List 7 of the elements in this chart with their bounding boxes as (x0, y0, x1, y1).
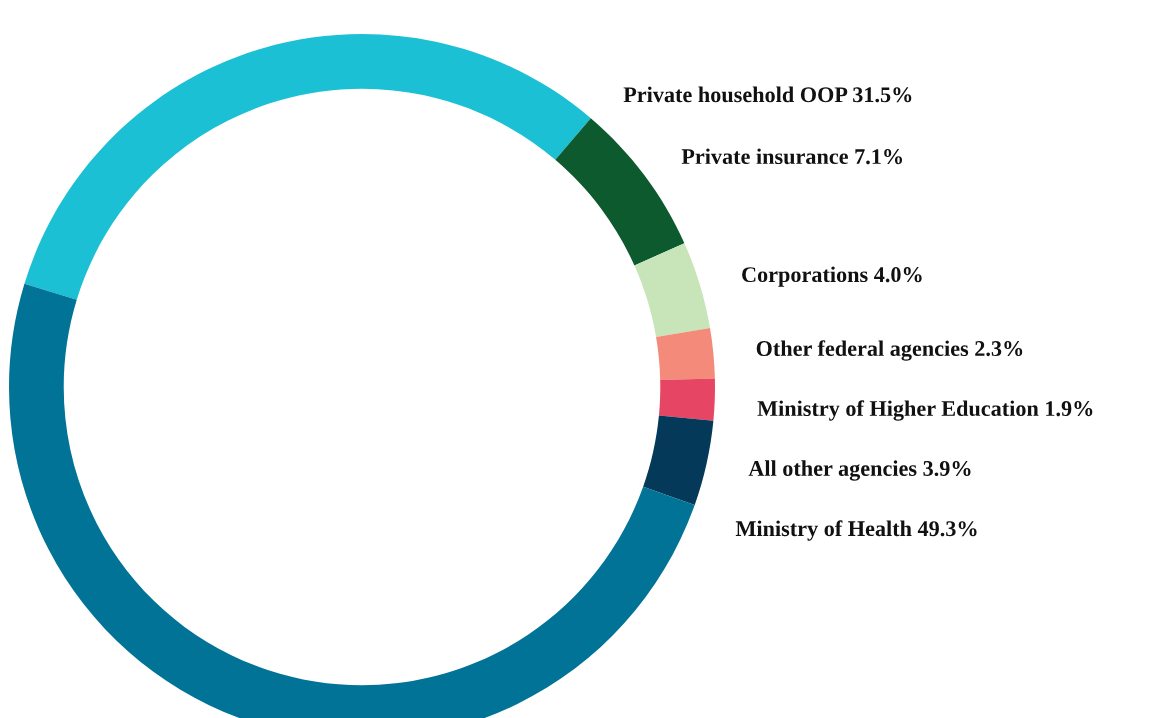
slice-label: Private household OOP 31.5% (623, 86, 912, 103)
slice-label: Ministry of Higher Education 1.9% (757, 400, 1093, 421)
slice-label: Private insurance 7.1% (681, 148, 903, 165)
slice-label: All other agencies 3.9% (748, 460, 971, 481)
slice-label: Corporations 4.0% (742, 266, 922, 287)
slice-label: Other federal agencies 2.3% (756, 340, 1023, 361)
slice-label: Ministry of Health 49.3% (735, 520, 977, 541)
